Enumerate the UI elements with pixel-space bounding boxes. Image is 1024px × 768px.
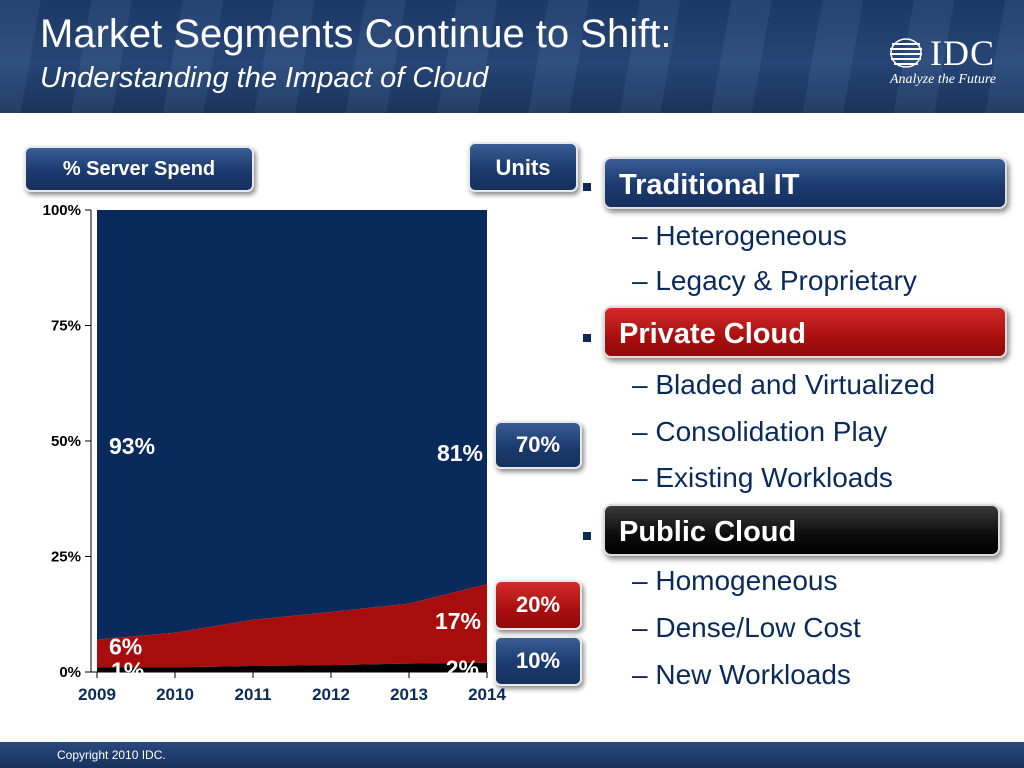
globe-icon [890,38,922,68]
sub-item: – Legacy & Proprietary [632,265,917,297]
area-private-cloud [97,584,487,668]
x-tick-label: 2010 [156,685,194,704]
data-label-traditional-end: 81% [437,440,483,466]
data-label-public-start: 1% [111,658,144,684]
data-label-private-start: 6% [109,634,142,660]
heading-private-cloud: Private Cloud [603,306,1007,358]
sub-text: Heterogeneous [655,220,847,251]
heading-public-cloud: Public Cloud [603,504,1000,556]
x-tick-label: 2014 [468,685,506,704]
bullet-public [583,532,591,540]
slide-footer: Copyright 2010 IDC. [0,742,1024,768]
sub-item: – Dense/Low Cost [632,612,861,644]
header-texture [0,0,1024,113]
slide-subtitle: Understanding the Impact of Cloud [40,62,489,94]
bullet-traditional [583,183,591,191]
dash: – [632,659,648,690]
dash: – [632,416,648,447]
sub-text: Homogeneous [655,565,838,596]
slide-header: Market Segments Continue to Shift: Under… [0,0,1024,113]
logo-wordmark: IDC [930,33,995,73]
area-traditional-it [97,210,487,640]
units-badge-public: 10% [494,636,582,686]
dash: – [632,565,648,596]
area-public-cloud [97,662,487,672]
y-tick-label: 100% [43,202,81,219]
data-label-public-end: 2% [446,655,479,681]
sub-text: Consolidation Play [655,416,888,447]
y-tick-label: 75% [51,318,81,335]
x-tick-label: 2012 [312,685,350,704]
dash: – [632,462,648,493]
sub-item: – New Workloads [632,659,851,691]
sub-item: – Homogeneous [632,565,837,597]
sub-text: Dense/Low Cost [655,612,861,643]
y-tick-label: 25% [51,549,81,566]
logo-tagline: Analyze the Future [890,72,997,87]
bullet-private [583,334,591,342]
dash: – [632,369,648,400]
server-spend-label: % Server Spend [24,146,254,192]
x-tick-label: 2009 [78,685,116,704]
heading-traditional-it: Traditional IT [603,157,1007,209]
units-label: Units [468,142,578,192]
copyright-text: Copyright 2010 IDC. [57,748,166,762]
sub-text: Legacy & Proprietary [655,265,917,296]
x-tick-label: 2011 [235,685,272,704]
dash: – [632,220,648,251]
x-tick-label: 2013 [390,685,428,704]
sub-text: New Workloads [655,659,851,690]
units-badge-private: 20% [494,580,582,630]
idc-logo: IDC Analyze the Future [888,34,1008,94]
dash: – [632,612,648,643]
y-tick-label: 50% [51,433,81,450]
sub-text: Existing Workloads [655,462,893,493]
dash: – [632,265,648,296]
slide-title: Market Segments Continue to Shift: [40,12,672,56]
sub-text: Bladed and Virtualized [655,369,936,400]
sub-item: – Heterogeneous [632,220,847,252]
sub-item: – Existing Workloads [632,462,893,494]
sub-item: – Bladed and Virtualized [632,369,935,401]
units-badge-traditional: 70% [494,421,582,469]
sub-item: – Consolidation Play [632,416,887,448]
data-label-traditional-start: 93% [109,433,155,459]
stacked-area-chart: 0% 25% 50% 75% 100% 2009 2010 2011 2012 2013 2014 9… [43,202,507,704]
data-label-private-end: 17% [435,608,481,634]
y-tick-label: 0% [59,664,81,681]
